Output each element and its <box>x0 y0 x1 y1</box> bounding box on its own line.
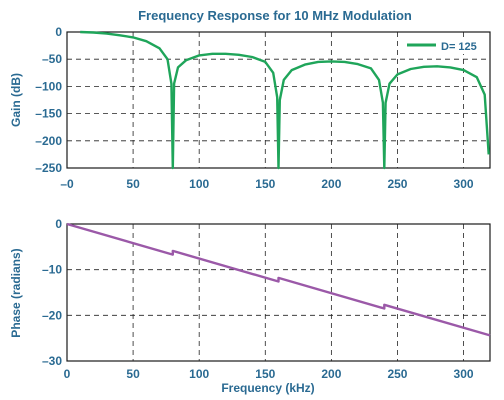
phase-plot-frame <box>66 223 491 362</box>
gain-series-group <box>80 30 490 170</box>
gain-y-tick-label: –50 <box>42 52 62 66</box>
phase-x-tick-label: 300 <box>454 367 474 381</box>
gain-x-tick-label: –0 <box>60 177 74 191</box>
gain-x-tick-label: 300 <box>454 177 474 191</box>
phase-x-axis-label: Frequency (kHz) <box>221 381 314 395</box>
gain-x-tick-label: 100 <box>189 177 209 191</box>
legend-box <box>402 37 488 54</box>
phase-x-tick-labels: 0 50 100 150 200 250 300 <box>64 367 474 381</box>
phase-x-tick-label: 100 <box>189 367 209 381</box>
phase-y-tick-label: –30 <box>42 354 62 368</box>
phase-y-tick-label: 0 <box>55 217 62 231</box>
phase-chart: 0 50 100 150 200 250 300 0 –10 –20 –30 Phase (rad… <box>9 217 491 395</box>
gain-y-axis-label: Gain (dB) <box>9 73 23 127</box>
legend-label: D= 125 <box>441 41 477 53</box>
phase-y-tick-label: –10 <box>42 263 62 277</box>
gain-y-tick-label: –150 <box>35 107 62 121</box>
gain-x-tick-label: 200 <box>321 177 341 191</box>
gain-y-tick-label: 0 <box>55 25 62 39</box>
phase-y-tick-labels: 0 –10 –20 –30 <box>42 217 62 368</box>
gain-x-tick-label: 250 <box>387 177 407 191</box>
gain-y-tick-label: –250 <box>35 161 62 175</box>
phase-series-line <box>66 222 491 337</box>
gain-x-tick-label: 150 <box>255 177 275 191</box>
phase-x-tick-label: 250 <box>387 367 407 381</box>
phase-x-tick-label: 50 <box>126 367 140 381</box>
phase-y-tick-label: –20 <box>42 308 62 322</box>
gain-x-tick-labels: –0 50 100 150 200 250 300 <box>60 177 474 191</box>
phase-x-tick-label: 150 <box>255 367 275 381</box>
phase-y-axis-label: Phase (radians) <box>9 248 23 337</box>
phase-x-tick-label: 0 <box>64 367 71 381</box>
gain-chart: –0 50 100 150 200 250 300 0 –50 –100 –150 –200 –250… <box>9 25 491 191</box>
phase-series-group <box>66 222 491 337</box>
gain-legend: D= 125 <box>402 37 488 54</box>
gain-series-line <box>80 30 490 170</box>
gain-y-tick-label: –200 <box>35 134 62 148</box>
gain-y-tick-labels: 0 –50 –100 –150 –200 –250 <box>35 25 62 175</box>
gain-x-tick-label: 50 <box>126 177 140 191</box>
chart-title: Frequency Response for 10 MHz Modulation <box>138 8 412 23</box>
phase-x-tick-label: 200 <box>321 367 341 381</box>
gain-y-tick-label: –100 <box>35 79 62 93</box>
